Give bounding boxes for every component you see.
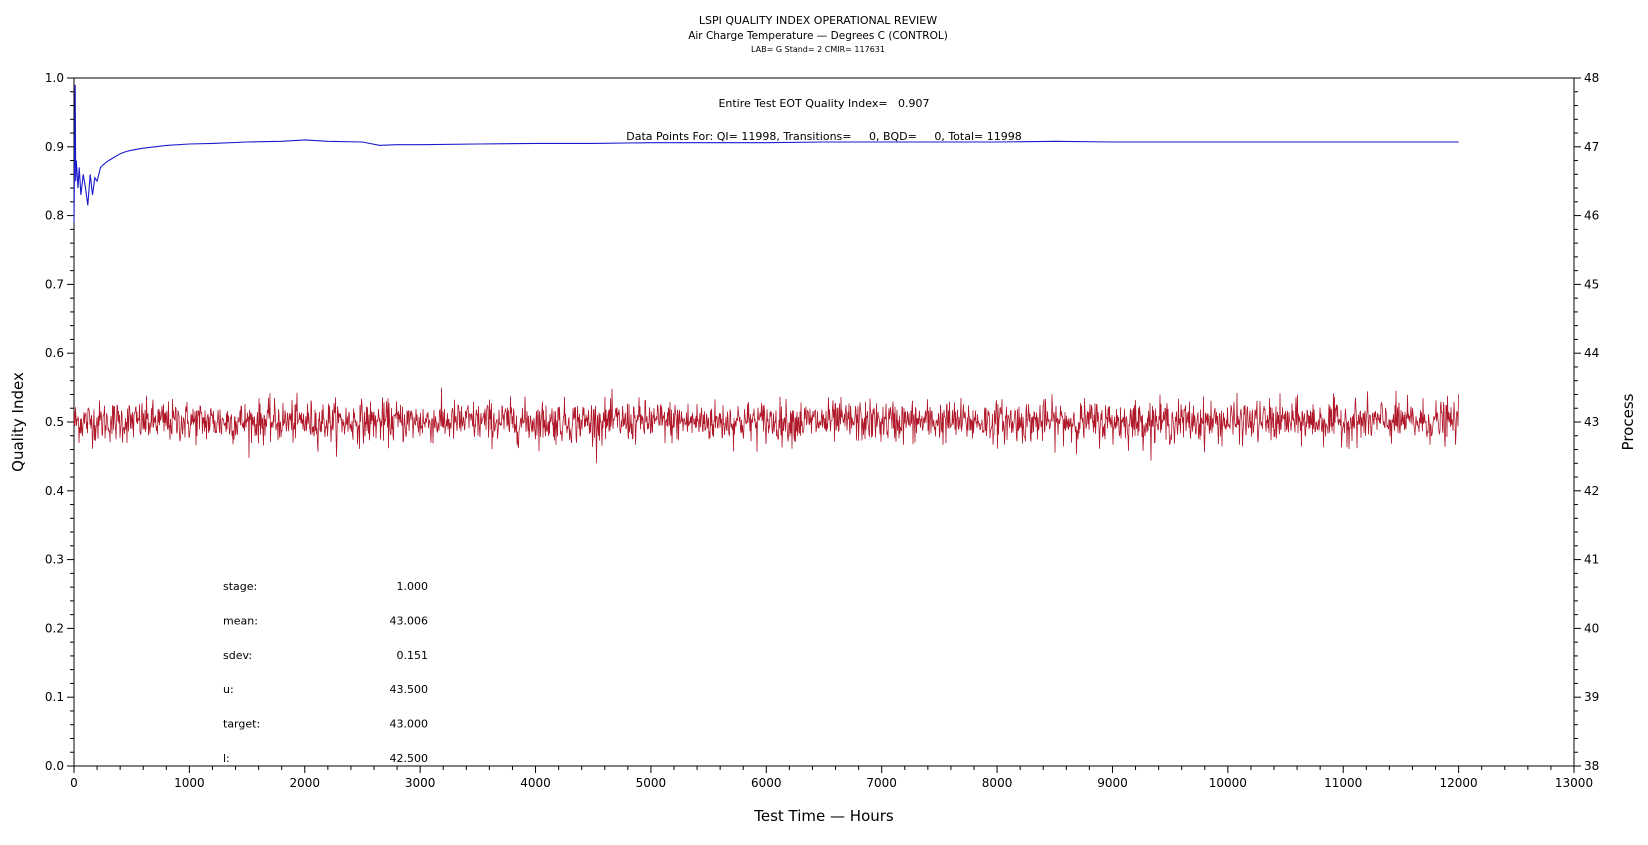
process-line	[73, 387, 1459, 464]
x-axis-label: Test Time — Hours	[753, 807, 894, 825]
y2-tick-label: 45	[1584, 277, 1599, 291]
y-tick-label: 0.3	[45, 553, 64, 567]
stat-label: target:	[223, 718, 260, 731]
y-axis-label: Quality Index	[9, 372, 27, 472]
stat-label: stage:	[223, 580, 257, 593]
y-tick-label: 0.8	[45, 209, 64, 223]
x-tick-label: 2000	[289, 776, 320, 790]
y-tick-label: 0.5	[45, 415, 64, 429]
stat-value: 42.500	[390, 752, 429, 765]
y2-tick-label: 42	[1584, 484, 1599, 498]
y2-tick-label: 39	[1584, 690, 1599, 704]
quality-index-series	[73, 84, 1459, 223]
y-tick-label: 0.2	[45, 621, 64, 635]
chart-title: LSPI QUALITY INDEX OPERATIONAL REVIEW	[699, 14, 937, 27]
y2-tick-label: 46	[1584, 209, 1599, 223]
eot-quality-index-annotation: Entire Test EOT Quality Index= 0.907	[718, 97, 929, 110]
y2-axis-label: Process	[1619, 393, 1637, 450]
x-tick-label: 11000	[1324, 776, 1362, 790]
chart-subtitle: Air Charge Temperature — Degrees C (CONT…	[688, 30, 948, 42]
stat-label: sdev:	[223, 649, 252, 662]
x-tick-label: 6000	[751, 776, 782, 790]
x-tick-label: 7000	[866, 776, 897, 790]
right-axis: 38 39 40 41 42 43 44 45 46 47 48	[1574, 71, 1599, 773]
x-tick-label: 4000	[520, 776, 551, 790]
y2-tick-label: 38	[1584, 759, 1599, 773]
x-tick-label: 10000	[1209, 776, 1247, 790]
stat-label: u:	[223, 683, 234, 696]
y-tick-label: 0.6	[45, 346, 64, 360]
y-tick-label: 0.7	[45, 277, 64, 291]
x-tick-label: 12000	[1440, 776, 1478, 790]
y-tick-label: 0.4	[45, 484, 64, 498]
stat-value: 43.000	[390, 718, 429, 731]
stat-value: 1.000	[397, 580, 429, 593]
x-tick-label: 13000	[1555, 776, 1593, 790]
data-points-annotation: Data Points For: QI= 11998, Transitions=…	[626, 130, 1021, 143]
x-axis: 0 1000 2000 3000 4000 5000 6000 7000 8000 9000 100…	[70, 766, 1593, 790]
y-tick-label: 1.0	[45, 71, 64, 85]
x-tick-label: 5000	[636, 776, 667, 790]
x-tick-label: 3000	[405, 776, 436, 790]
left-axis: 0.0 0.1 0.2 0.3 0.4 0.5 0.6 0.7 0.8 0.9 1.0	[45, 71, 74, 773]
y2-tick-label: 41	[1584, 553, 1599, 567]
y2-tick-label: 44	[1584, 346, 1599, 360]
x-tick-label: 8000	[982, 776, 1013, 790]
stats-table: stage: 1.000 mean: 43.006 sdev: 0.151 u: 43.500…	[223, 580, 428, 765]
stat-value: 43.006	[390, 614, 429, 627]
x-tick-label: 0	[70, 776, 78, 790]
chart-subtitle-lab: LAB= G Stand= 2 CMIR= 117631	[751, 45, 885, 54]
y-tick-label: 0.1	[45, 690, 64, 704]
y-tick-label: 0.9	[45, 140, 64, 154]
x-tick-label: 9000	[1097, 776, 1128, 790]
x-tick-label: 1000	[174, 776, 205, 790]
quality-index-line	[73, 84, 1459, 223]
stat-value: 0.151	[397, 649, 429, 662]
stat-label: mean:	[223, 614, 258, 627]
y-tick-label: 0.0	[45, 759, 64, 773]
y2-tick-label: 43	[1584, 415, 1599, 429]
stat-label: l:	[223, 752, 230, 765]
stat-value: 43.500	[390, 683, 429, 696]
y2-tick-label: 40	[1584, 621, 1599, 635]
y2-tick-label: 48	[1584, 71, 1599, 85]
process-series	[73, 387, 1459, 464]
y2-tick-label: 47	[1584, 140, 1599, 154]
